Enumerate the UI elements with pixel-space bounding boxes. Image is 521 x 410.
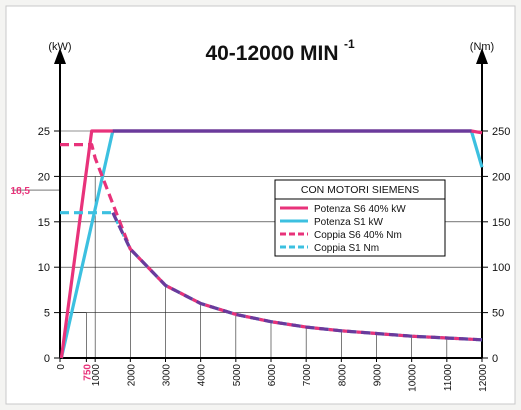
x-tick-label: 9000 — [373, 364, 384, 387]
y-left-tick-label: 10 — [38, 262, 50, 274]
x-tick-label: 0 — [56, 364, 67, 370]
legend-entry: Coppia S6 40% Nm — [314, 230, 402, 241]
x-tick-label: 10000 — [408, 364, 419, 392]
y-axis-left-arrow — [54, 48, 66, 64]
y-left-tick-label: 25 — [38, 126, 50, 138]
torque-overlap-line — [111, 212, 483, 342]
chart-title-superscript: -1 — [344, 37, 355, 51]
y-right-tick-label: 150 — [492, 217, 510, 229]
y-left-extra-label: 18,5 — [11, 186, 31, 197]
y-right-tick-label: 50 — [492, 308, 504, 320]
y-right-tick-label: 0 — [492, 353, 498, 365]
x-tick-label: 1000 — [91, 364, 102, 387]
y-left-unit-label: (kW) — [48, 41, 71, 53]
chart-title: 40-12000 MIN — [205, 42, 338, 65]
y-left-tick-label: 20 — [38, 171, 50, 183]
y-right-tick-label: 250 — [492, 126, 510, 138]
y-axis-right-arrow — [476, 48, 488, 64]
y-left-tick-label: 5 — [44, 308, 50, 320]
x-tick-label: 11000 — [443, 364, 454, 392]
x-tick-label: 6000 — [267, 364, 278, 387]
x-tick-label: 750 — [82, 364, 93, 381]
x-tick-label: 7000 — [302, 364, 313, 387]
x-tick-label: 2000 — [126, 364, 137, 387]
x-tick-label: 3000 — [162, 364, 173, 387]
x-tick-label: 12000 — [478, 364, 489, 392]
y-right-unit-label: (Nm) — [470, 41, 494, 53]
legend-box — [274, 179, 446, 257]
y-left-tick-label: 15 — [38, 217, 50, 229]
legend-entry: Coppia S1 Nm — [314, 243, 379, 254]
legend-title: CON MOTORI SIEMENS — [301, 184, 419, 196]
y-right-tick-label: 100 — [492, 262, 510, 274]
x-tick-label: 4000 — [197, 364, 208, 387]
x-tick-label: 8000 — [337, 364, 348, 387]
y-left-tick-label: 0 — [44, 353, 50, 365]
x-tick-label: 5000 — [232, 364, 243, 387]
legend-entry: Potenza S1 kW — [314, 217, 383, 228]
y-right-tick-label: 200 — [492, 171, 510, 183]
legend-entry: Potenza S6 40% kW — [314, 204, 406, 215]
